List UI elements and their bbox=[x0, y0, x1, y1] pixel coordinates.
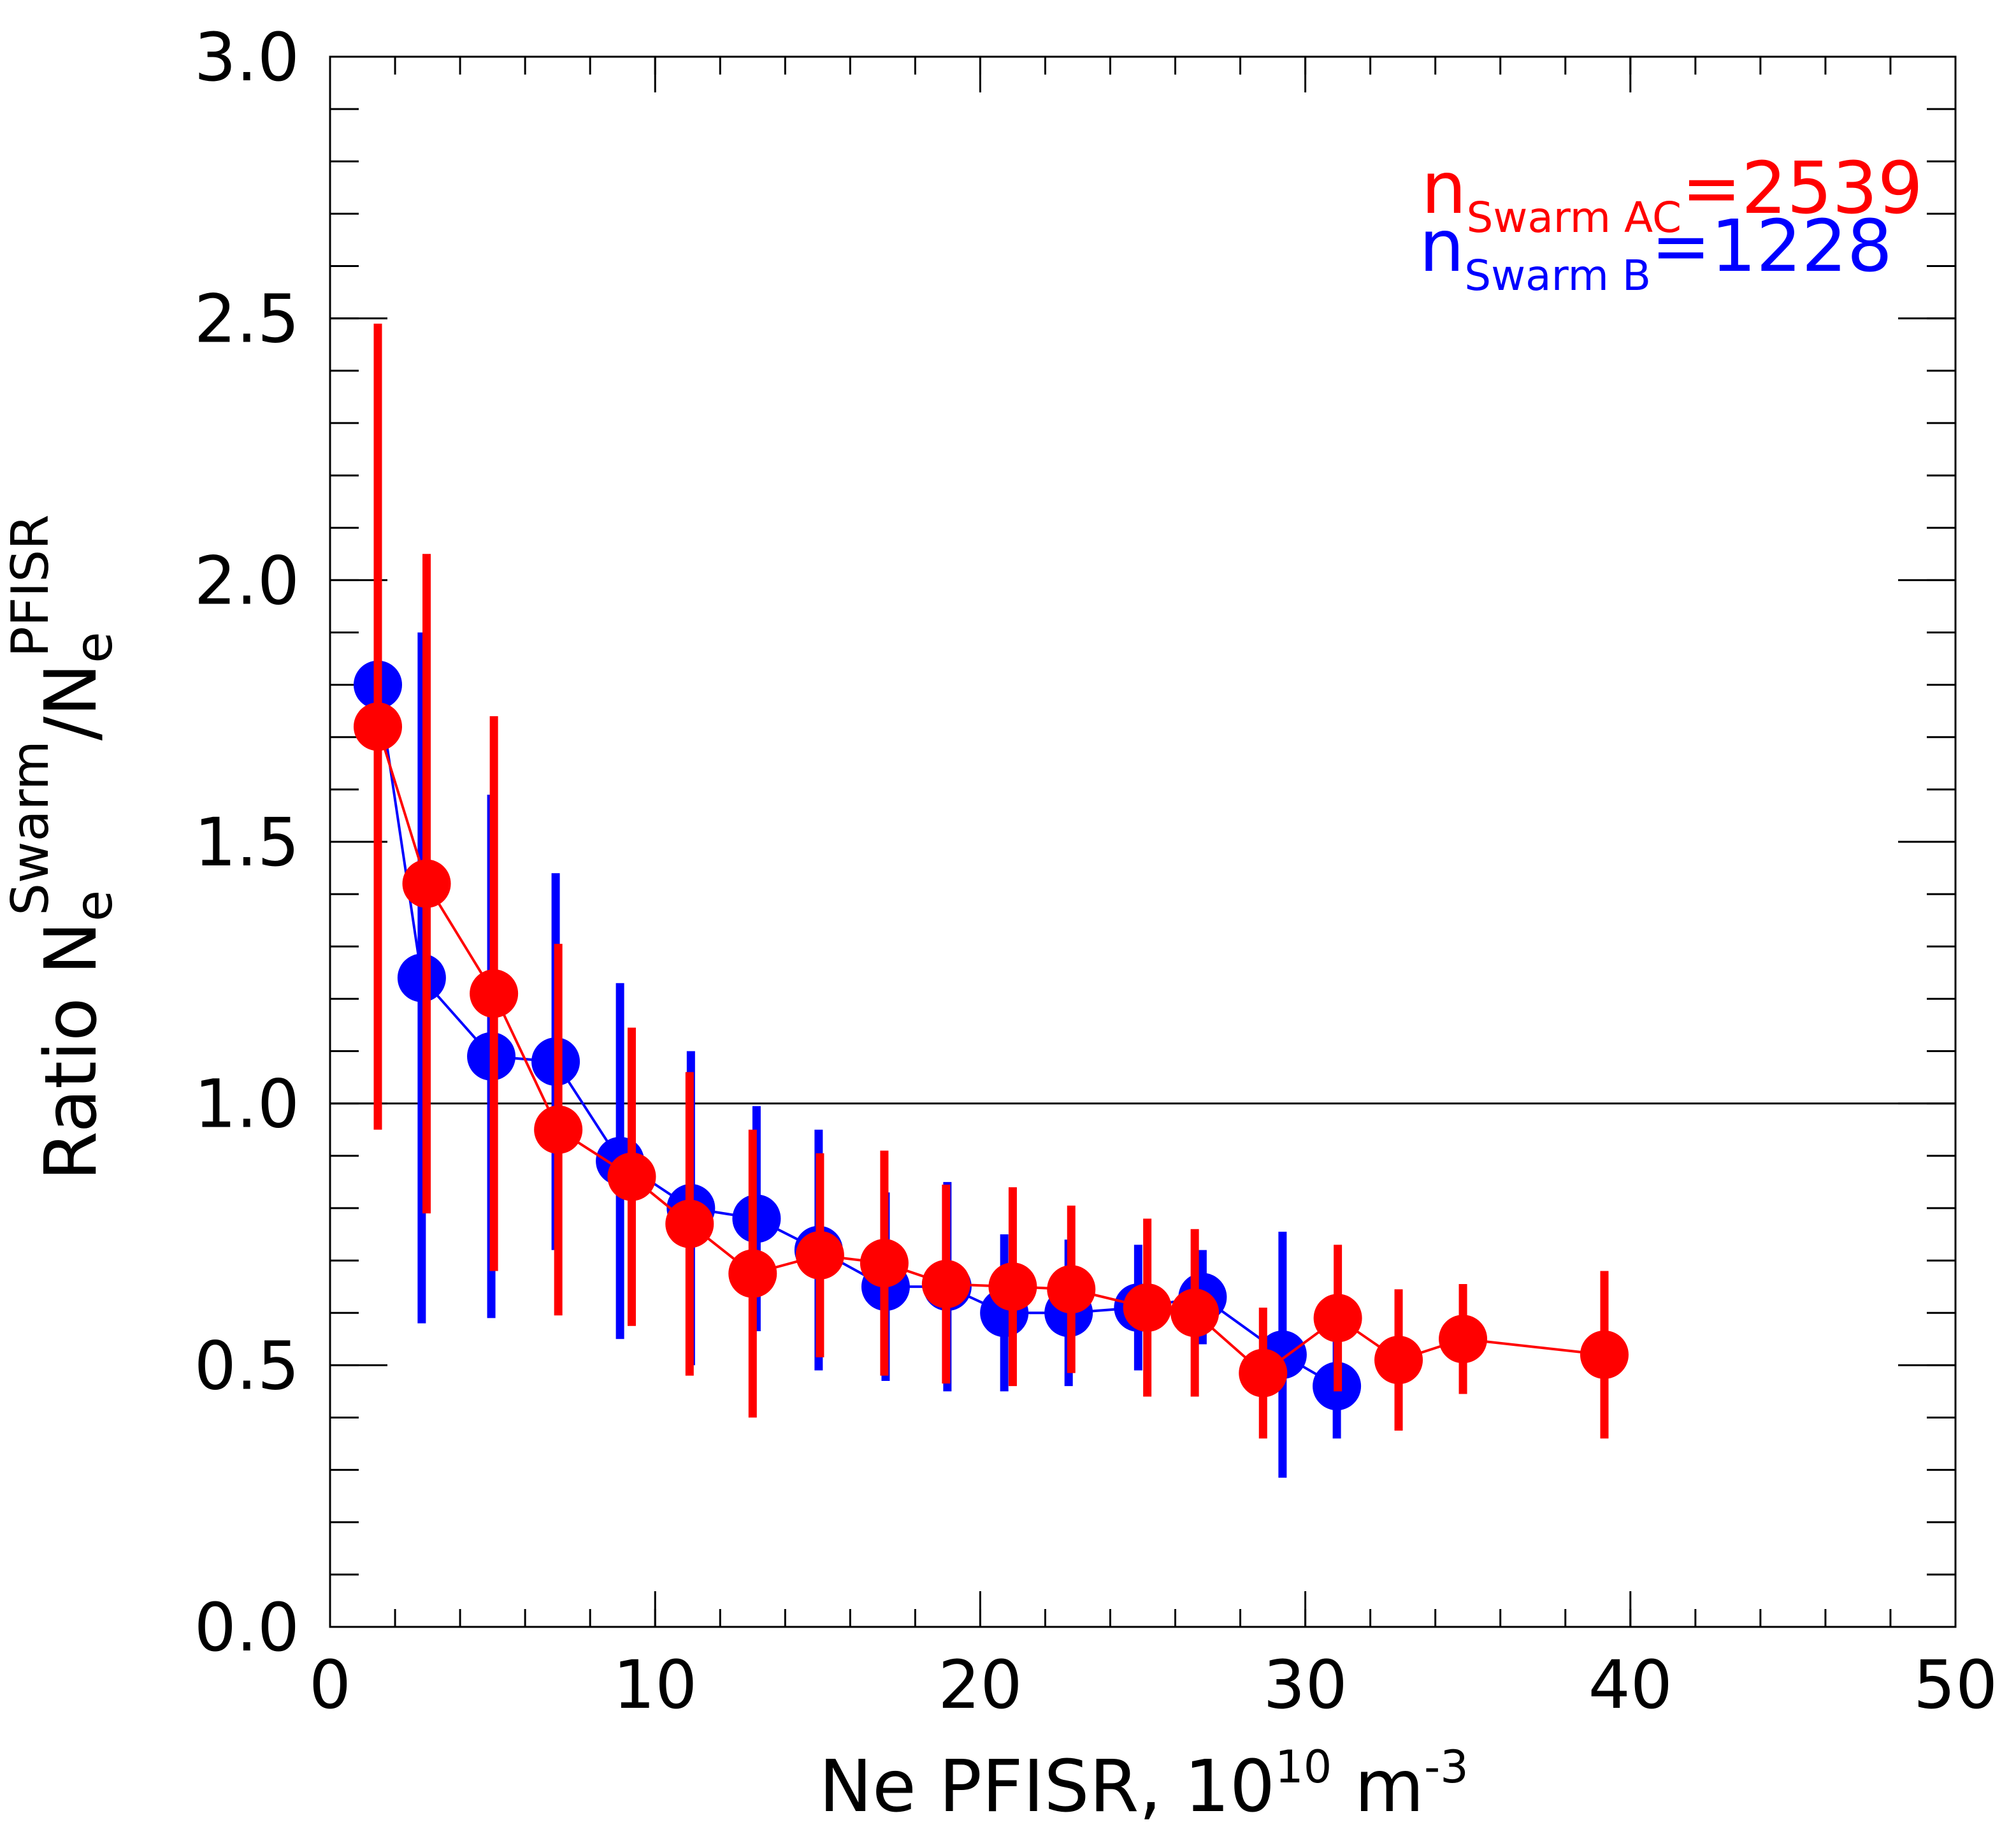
data-point bbox=[1313, 1294, 1362, 1343]
data-point bbox=[1439, 1315, 1488, 1364]
y-label-sup: Swarm bbox=[1, 740, 60, 916]
data-point bbox=[470, 969, 519, 1018]
x-tick-label: 20 bbox=[938, 1646, 1022, 1724]
data-point bbox=[397, 953, 446, 1002]
y-tick-label: 3.0 bbox=[194, 18, 299, 96]
plot-frame bbox=[329, 55, 1957, 1628]
data-point bbox=[921, 1260, 970, 1309]
y-label-sub: e bbox=[64, 890, 124, 921]
data-point bbox=[988, 1262, 1037, 1311]
data-point bbox=[795, 1231, 844, 1280]
x-label-sup: 10 bbox=[1275, 1741, 1332, 1793]
y-tick-label: 1.5 bbox=[194, 804, 299, 881]
x-label-sup: -3 bbox=[1424, 1741, 1469, 1793]
data-point bbox=[353, 702, 402, 751]
data-point bbox=[1374, 1336, 1423, 1385]
y-label-text: /N bbox=[30, 663, 113, 741]
annotation-sub: Swarm B bbox=[1464, 251, 1651, 300]
y-label-sub: e bbox=[64, 632, 124, 663]
data-point bbox=[860, 1239, 909, 1288]
data-point bbox=[1123, 1283, 1172, 1332]
x-label-text: m bbox=[1332, 1745, 1424, 1828]
y-label-text: Ratio N bbox=[30, 921, 113, 1181]
y-label-sup: PFISR bbox=[1, 514, 60, 657]
y-tick-label: 0.5 bbox=[194, 1327, 299, 1404]
data-point bbox=[607, 1152, 656, 1201]
y-tick-label: 2.5 bbox=[194, 280, 299, 358]
annotation-text: =1228 bbox=[1651, 205, 1892, 288]
data-point bbox=[1170, 1289, 1220, 1338]
data-point bbox=[665, 1199, 714, 1248]
y-tick-label: 0.0 bbox=[194, 1589, 299, 1666]
data-point bbox=[1580, 1330, 1629, 1379]
x-tick-label: 10 bbox=[613, 1646, 697, 1724]
data-point bbox=[402, 859, 451, 908]
annotation-text: n bbox=[1419, 205, 1464, 288]
data-point bbox=[1239, 1348, 1288, 1397]
x-tick-label: 0 bbox=[309, 1646, 351, 1724]
x-tick-label: 40 bbox=[1588, 1646, 1673, 1724]
data-point bbox=[534, 1105, 583, 1154]
x-label-text: Ne PFISR, 10 bbox=[819, 1745, 1275, 1828]
y-tick-label: 2.0 bbox=[194, 542, 299, 619]
x-tick-label: 30 bbox=[1263, 1646, 1347, 1724]
x-tick-label: 50 bbox=[1913, 1646, 1998, 1724]
annotation-text: =2539 bbox=[1681, 147, 1923, 230]
data-point bbox=[728, 1249, 777, 1298]
y-tick-label: 1.0 bbox=[194, 1065, 299, 1143]
annotation: nSwarm AC=2539 bbox=[1422, 147, 1924, 242]
y-axis-label: Ratio NeSwarm/NePFISR bbox=[1, 514, 124, 1181]
annotation-sub: Swarm AC bbox=[1466, 193, 1681, 242]
data-point bbox=[1047, 1265, 1096, 1314]
x-axis-label: Ne PFISR, 1010 m-3 bbox=[819, 1741, 1469, 1828]
annotation: nSwarm B=1228 bbox=[1419, 205, 1892, 300]
annotation-text: n bbox=[1422, 147, 1467, 230]
